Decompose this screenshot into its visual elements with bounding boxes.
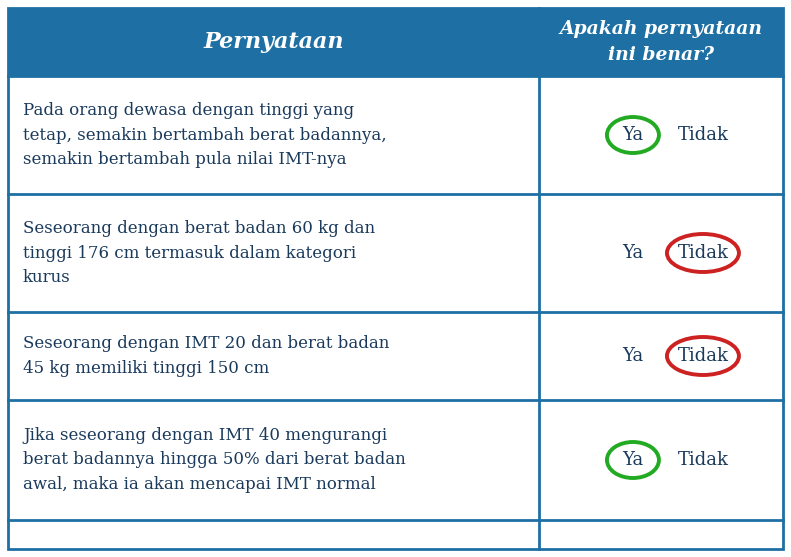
Text: Ya: Ya [623,347,644,365]
Text: Apakah pernyataan
ini benar?: Apakah pernyataan ini benar? [559,21,763,63]
Text: Tidak: Tidak [677,244,729,262]
Text: Tidak: Tidak [677,126,729,144]
Text: Ya: Ya [623,451,644,469]
Text: Seseorang dengan IMT 20 dan berat badan
45 kg memiliki tinggi 150 cm: Seseorang dengan IMT 20 dan berat badan … [23,335,389,377]
Text: Pernyataan: Pernyataan [203,31,343,53]
Text: Ya: Ya [623,126,644,144]
Text: Tidak: Tidak [677,347,729,365]
FancyBboxPatch shape [8,8,783,76]
Text: Jika seseorang dengan IMT 40 mengurangi
berat badannya hingga 50% dari berat bad: Jika seseorang dengan IMT 40 mengurangi … [23,427,406,494]
FancyBboxPatch shape [8,8,783,549]
Text: Seseorang dengan berat badan 60 kg dan
tinggi 176 cm termasuk dalam kategori
kur: Seseorang dengan berat badan 60 kg dan t… [23,219,375,286]
Text: Ya: Ya [623,244,644,262]
Text: Pada orang dewasa dengan tinggi yang
tetap, semakin bertambah berat badannya,
se: Pada orang dewasa dengan tinggi yang tet… [23,102,387,168]
Text: Tidak: Tidak [677,451,729,469]
